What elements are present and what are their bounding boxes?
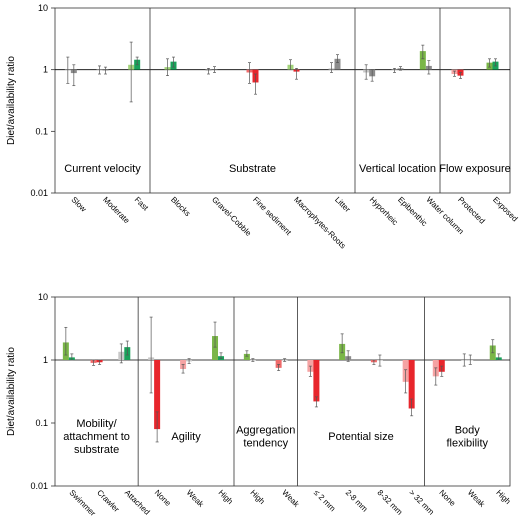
group-label: Aggregation tendency	[236, 425, 295, 450]
category-label: ≤ 2 mm	[312, 488, 337, 513]
category-label: High	[217, 488, 235, 506]
trait-group: Vertical locationHyporheicEpibenthicWate…	[354, 8, 465, 236]
category-label: Moderate	[101, 195, 132, 226]
category-label: Slow	[69, 195, 88, 214]
y-axis-label: Diet/availability ratio	[6, 347, 17, 436]
category-label: High	[494, 488, 512, 506]
bar	[419, 51, 426, 70]
category: 2-8 mm	[339, 333, 370, 514]
group-label-line: substrate	[74, 444, 119, 456]
bar	[408, 360, 415, 409]
y-tick-label: 0.1	[35, 126, 48, 136]
y-axis-label: Diet/availability ratio	[6, 56, 17, 145]
category-label: > 32 mm	[407, 488, 436, 517]
group-label: Mobility/attachment to substrate	[63, 418, 130, 456]
group-label: Substrate	[229, 163, 276, 175]
bar	[212, 336, 219, 360]
category-label: Exposed	[491, 195, 519, 223]
group-label: Potential size	[328, 431, 393, 443]
category: Slow	[64, 56, 88, 214]
category-label: Weak	[280, 488, 301, 509]
group-label: Agility	[171, 431, 201, 443]
category-label: Swimmer	[67, 488, 97, 518]
category-label: Hyporheic	[368, 195, 400, 227]
category-label: Blocks	[169, 195, 192, 218]
category: Blocks	[164, 56, 192, 218]
category: Litter	[328, 54, 352, 214]
group-label: Body flexibility	[446, 425, 488, 450]
category-label: Fine sediment	[251, 195, 293, 237]
category: Fine sediment	[246, 62, 294, 237]
category-label: Fast	[133, 195, 151, 213]
group-label-line: Mobility/	[76, 418, 117, 430]
category-label: Protected	[456, 195, 487, 226]
plot-frame	[54, 296, 511, 487]
category-label: Weak	[185, 488, 206, 509]
category: None	[148, 316, 173, 508]
y-tick-label: 1	[43, 355, 48, 365]
category-label: Epibenthic	[396, 195, 429, 228]
group-label-line: Current velocity	[64, 163, 141, 175]
group-label: Current velocity	[64, 163, 141, 175]
trait-group: Aggregation tendency High Weak	[233, 297, 302, 509]
y-tick-label: 0.01	[30, 481, 48, 491]
group-label-line: Body	[455, 425, 481, 437]
trait-group: Potential size ≤ 2 mm 2-8 mm 8-32 mm > 32 mm	[297, 297, 436, 517]
category-label: High	[248, 488, 266, 506]
category: Moderate	[96, 65, 132, 226]
category: Fast	[128, 41, 151, 213]
category: > 32 mm	[402, 360, 436, 517]
category: Gravel-Cobble	[205, 66, 253, 238]
y-tick-label: 10	[38, 292, 48, 302]
group-label-line: Vertical location	[359, 163, 436, 175]
category: Macrophytes-Roots	[287, 59, 347, 250]
group-label: Flow exposure	[439, 163, 511, 175]
y-tick-label: 0.01	[30, 188, 48, 198]
category-label: Attached	[123, 488, 152, 517]
category: Protected	[451, 69, 487, 226]
category-label: None	[437, 488, 457, 508]
bar	[313, 360, 320, 402]
category-label: Weak	[466, 488, 487, 509]
y-tick-label: 10	[38, 3, 48, 13]
bar	[334, 58, 341, 70]
category: Epibenthic	[391, 66, 429, 228]
y-tick-label: 1	[43, 65, 48, 75]
bar	[243, 353, 250, 360]
category: High	[489, 339, 512, 506]
trait-group: Agility None Weak High	[137, 297, 235, 509]
group-label: Vertical location	[359, 163, 436, 175]
category-label: Litter	[333, 195, 352, 214]
group-label-line: Agility	[171, 431, 201, 443]
category-label: Gravel-Cobble	[210, 195, 253, 238]
group-label-line: Potential size	[328, 431, 393, 443]
trait-group: Body flexibility None Weak High	[424, 297, 512, 509]
group-label-line: tendency	[243, 438, 288, 450]
category-label: 2-8 mm	[344, 488, 370, 514]
category: High	[212, 321, 235, 506]
chart-panel-2: 10 1 0.1 0.01 Diet/availability ratio Mobilit…	[6, 292, 512, 518]
category: Hyporheic	[363, 64, 400, 227]
chart-panel-1: 10 1 0.1 0.01 Diet/availability ratio Current…	[6, 3, 519, 250]
category: Attached	[118, 340, 152, 517]
category-label: None	[153, 488, 173, 508]
group-label-line: Flow exposure	[439, 163, 511, 175]
bar	[154, 360, 161, 430]
y-tick-label: 0.1	[35, 418, 48, 428]
category-label: 8-32 mm	[375, 488, 404, 517]
category-label: Crawler	[95, 488, 121, 514]
group-label-line: Substrate	[229, 163, 276, 175]
bar	[275, 360, 282, 368]
group-label-line: Aggregation	[236, 425, 295, 437]
category: Exposed	[486, 58, 519, 223]
plot-frame	[54, 7, 511, 194]
group-label-line: flexibility	[446, 438, 488, 450]
group-label-line: attachment to	[63, 431, 130, 443]
